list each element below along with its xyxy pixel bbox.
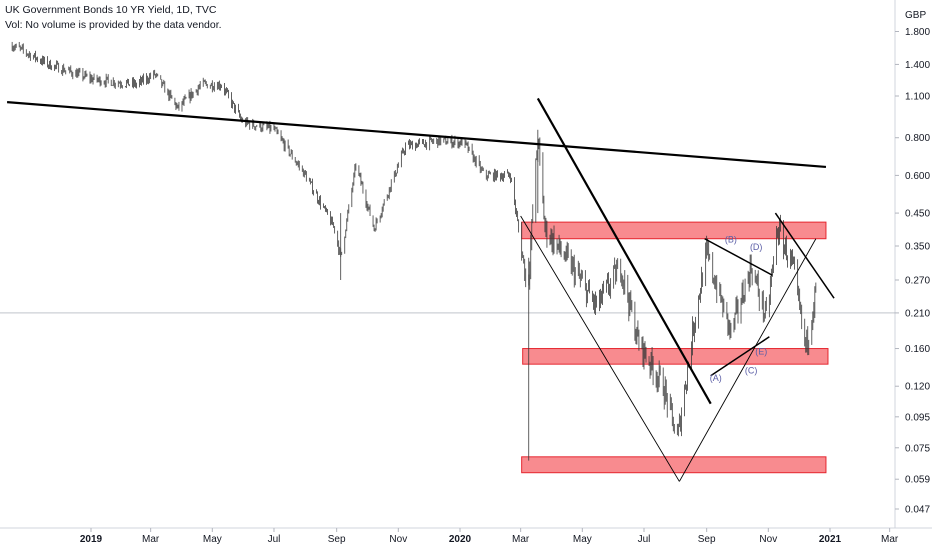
wave-label: (D) <box>750 242 763 252</box>
covid-spike-downtrend[interactable] <box>536 97 712 405</box>
price-tick-label: 0.120 <box>905 382 930 393</box>
long-term-downtrend[interactable] <box>7 101 827 169</box>
triangle-upper[interactable] <box>704 238 773 276</box>
time-tick-label: 2021 <box>819 534 842 545</box>
price-tick-label: 0.059 <box>905 475 930 486</box>
price-tick-label: 0.800 <box>905 133 930 144</box>
zones[interactable] <box>521 221 829 474</box>
wave-label: (C) <box>745 366 758 376</box>
time-axis[interactable]: 2019 Mar May Jul Sep Nov 2020 Mar May Jul Sep Nov 20… <box>80 528 899 545</box>
time-tick-label: 2020 <box>449 534 472 545</box>
time-tick-label: Sep <box>328 534 346 545</box>
price-tick-label: 0.095 <box>905 412 930 423</box>
price-tick-label: 1.100 <box>905 92 930 103</box>
chart-title: UK Government Bonds 10 YR Yield, 1D, TVC <box>5 4 217 16</box>
price-tick-label: 0.350 <box>905 242 930 253</box>
time-tick-label: Mar <box>881 534 899 545</box>
support-zone[interactable] <box>522 348 829 365</box>
wave-labels: (A) (B) (C) (D) (E) <box>710 234 767 383</box>
trendlines[interactable] <box>7 97 835 482</box>
time-tick-label: Mar <box>142 534 160 545</box>
time-tick-label: May <box>573 534 592 545</box>
candles <box>11 41 817 461</box>
time-tick-label: Sep <box>698 534 716 545</box>
triangle-lower[interactable] <box>710 336 770 377</box>
price-tick-label: 0.600 <box>905 171 930 182</box>
time-tick-label: 2019 <box>80 534 103 545</box>
price-tick-label: 0.047 <box>905 505 930 516</box>
time-tick-label: Nov <box>759 534 777 545</box>
time-tick-label: Nov <box>389 534 407 545</box>
price-tick-label: 0.160 <box>905 344 930 355</box>
price-tick-label: 0.450 <box>905 209 930 220</box>
v-right-leg[interactable] <box>678 238 817 482</box>
price-tick-label: 0.075 <box>905 443 930 454</box>
price-tick-label: 1.800 <box>905 27 930 38</box>
wave-label: (B) <box>725 234 737 244</box>
price-axis[interactable]: 2.4001.8001.4001.1000.8000.6000.4500.350… <box>895 0 930 516</box>
price-tick-label: 1.400 <box>905 60 930 71</box>
v-left-leg[interactable] <box>520 215 680 482</box>
wave-label: (A) <box>710 373 722 383</box>
descending-resistance[interactable] <box>774 212 835 299</box>
price-tick-label: 0.270 <box>905 275 930 286</box>
wave-label: (E) <box>755 346 767 356</box>
lower-zone[interactable] <box>521 456 827 474</box>
volume-note: Vol: No volume is provided by the data v… <box>5 19 222 31</box>
price-tick-label: 0.210 <box>905 308 930 319</box>
time-tick-label: Mar <box>512 534 530 545</box>
chart-header: UK Government Bonds 10 YR Yield, 1D, TVC… <box>5 3 222 33</box>
time-tick-label: Jul <box>638 534 651 545</box>
time-tick-label: May <box>203 534 222 545</box>
grid <box>0 0 932 529</box>
currency-label: GBP <box>905 10 926 21</box>
time-tick-label: Jul <box>268 534 281 545</box>
